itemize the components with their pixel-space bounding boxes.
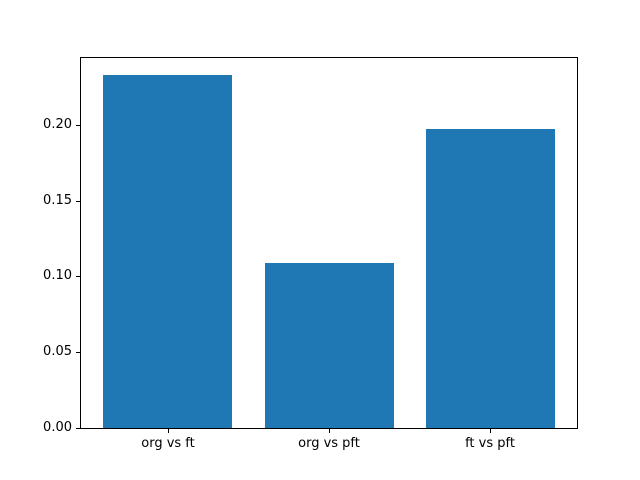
bar-ft-vs-pft bbox=[426, 129, 555, 428]
x-tick-mark bbox=[329, 429, 330, 433]
y-tick-mark bbox=[76, 428, 80, 429]
bar-org-vs-ft bbox=[103, 75, 232, 428]
y-tick-label: 0.20 bbox=[43, 117, 72, 132]
x-tick-label: org vs ft bbox=[141, 436, 195, 451]
x-tick-mark bbox=[490, 429, 491, 433]
y-tick-mark bbox=[76, 125, 80, 126]
y-tick-label: 0.15 bbox=[43, 193, 72, 208]
y-tick-mark bbox=[76, 276, 80, 277]
plot-area bbox=[80, 57, 578, 429]
bar-org-vs-pft bbox=[265, 263, 394, 428]
y-tick-mark bbox=[76, 201, 80, 202]
x-tick-label: org vs pft bbox=[298, 436, 360, 451]
y-tick-mark bbox=[76, 352, 80, 353]
y-tick-label: 0.05 bbox=[43, 344, 72, 359]
x-tick-label: ft vs pft bbox=[465, 436, 515, 451]
y-tick-label: 0.00 bbox=[43, 420, 72, 435]
x-tick-mark bbox=[168, 429, 169, 433]
y-tick-label: 0.10 bbox=[43, 268, 72, 283]
